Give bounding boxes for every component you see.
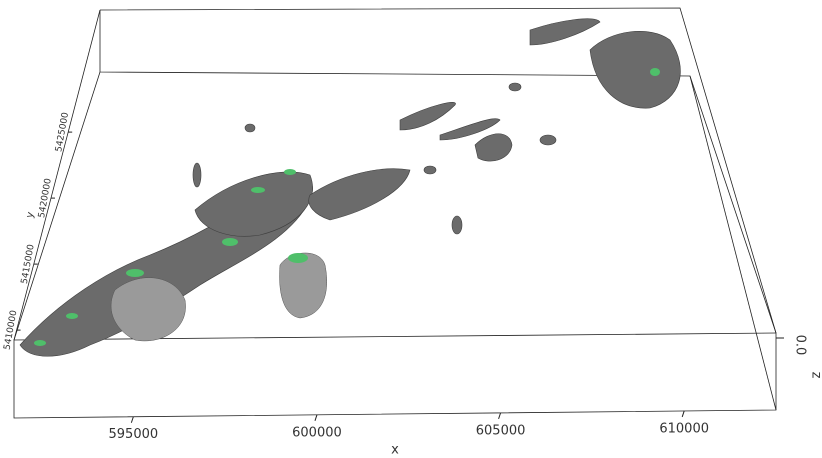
isosurface bbox=[529, 18, 601, 46]
isosurface bbox=[474, 133, 513, 162]
highlight bbox=[284, 169, 296, 175]
x-tick-label: 610000 bbox=[659, 421, 709, 436]
highlight bbox=[288, 253, 308, 263]
isosurface bbox=[589, 30, 681, 109]
isosurface bbox=[244, 123, 256, 133]
isosurface bbox=[439, 118, 501, 141]
z-tick-label: 0.0 bbox=[793, 335, 808, 356]
isosurface bbox=[451, 215, 463, 235]
highlight bbox=[251, 187, 265, 193]
isosurface bbox=[308, 168, 411, 221]
isosurface bbox=[110, 277, 186, 342]
x-tick bbox=[314, 414, 318, 421]
isosurface bbox=[539, 134, 557, 146]
highlight bbox=[126, 269, 144, 277]
highlight bbox=[650, 68, 660, 76]
y-axis-label: y bbox=[24, 211, 36, 220]
x-tick-label: 595000 bbox=[109, 427, 159, 442]
isosurface bbox=[194, 171, 313, 237]
x-tick bbox=[681, 410, 685, 418]
highlight bbox=[222, 238, 238, 246]
isosurface bbox=[508, 82, 522, 92]
x-tick-label: 600000 bbox=[292, 425, 342, 440]
highlight bbox=[66, 313, 78, 319]
isosurfaces bbox=[19, 18, 681, 357]
box-edge bbox=[13, 71, 101, 341]
highlight bbox=[34, 340, 46, 346]
isosurface bbox=[399, 102, 456, 131]
isosurface bbox=[279, 252, 327, 319]
x-axis-label: x bbox=[391, 443, 399, 458]
x-tick-label: 605000 bbox=[476, 423, 526, 438]
z-axis-label: z bbox=[809, 372, 822, 379]
x-tick bbox=[130, 416, 134, 423]
x-tick bbox=[498, 412, 502, 420]
box-edge bbox=[689, 75, 777, 411]
isosurface bbox=[423, 165, 437, 175]
box-back bbox=[99, 10, 777, 334]
isosurface bbox=[192, 162, 202, 188]
